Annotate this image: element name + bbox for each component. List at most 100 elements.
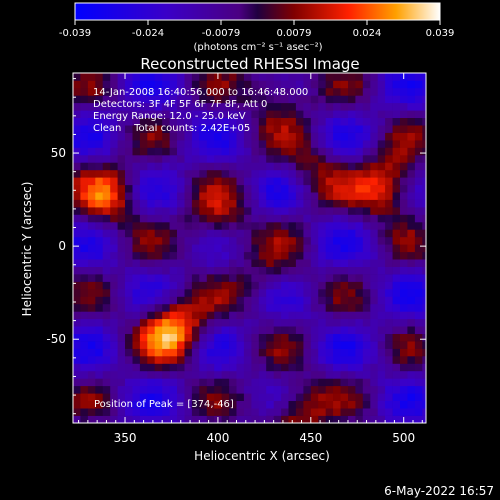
heatmap-cell	[348, 125, 356, 133]
heatmap-cell	[288, 326, 297, 334]
heatmap-cell	[221, 102, 230, 111]
heatmap-cell	[400, 274, 408, 282]
heatmap-cell	[154, 385, 163, 394]
heatmap-cell	[273, 311, 282, 320]
heatmap-cell	[400, 207, 408, 215]
heatmap-cell	[243, 400, 252, 409]
heatmap-cell	[147, 162, 156, 171]
heatmap-cell	[95, 140, 104, 148]
heatmap-cell	[125, 199, 133, 208]
heatmap-cell	[221, 207, 230, 215]
heatmap-cell	[385, 348, 393, 357]
heatmap-cell	[169, 154, 178, 163]
heatmap-cell	[191, 378, 200, 387]
heatmap-cell	[318, 303, 326, 312]
heatmap-cell	[377, 125, 386, 133]
heatmap-cell	[348, 393, 356, 401]
heatmap-cell	[184, 370, 193, 379]
heatmap-cell	[147, 110, 156, 118]
heatmap-cell	[243, 221, 252, 230]
heatmap-cell	[229, 296, 237, 305]
heatmap-cell	[102, 326, 111, 334]
heatmap-cell	[132, 274, 141, 282]
heatmap-cell	[303, 289, 312, 297]
heatmap-cell	[110, 281, 118, 290]
heatmap-cell	[377, 184, 386, 193]
heatmap-cell	[340, 400, 349, 409]
heatmap-cell	[132, 341, 141, 349]
heatmap-cell	[362, 408, 371, 416]
heatmap-cell	[288, 296, 297, 305]
heatmap-cell	[206, 363, 215, 372]
heatmap-cell	[318, 370, 326, 379]
heatmap-cell	[273, 207, 282, 215]
heatmap-cell	[110, 259, 118, 267]
heatmap-cell	[110, 199, 118, 208]
heatmap-cell	[132, 356, 141, 364]
heatmap-cell	[362, 110, 371, 118]
heatmap-cell	[385, 221, 393, 230]
heatmap-cell	[169, 356, 178, 364]
heatmap-cell	[355, 311, 364, 320]
heatmap-cell	[162, 199, 170, 208]
heatmap-cell	[110, 378, 118, 387]
heatmap-cell	[325, 80, 334, 89]
info-block: 14-Jan-2008 16:40:56.000 to 16:46:48.000…	[93, 87, 308, 134]
heatmap-cell	[355, 356, 364, 364]
heatmap-cell	[199, 408, 208, 416]
heatmap-cell	[295, 400, 304, 409]
heatmap-cell	[199, 281, 208, 290]
heatmap-cell	[258, 154, 267, 163]
heatmap-cell	[325, 154, 334, 163]
heatmap-cell	[229, 73, 237, 81]
heatmap-cell	[392, 415, 401, 423]
heatmap-cell	[414, 385, 423, 394]
heatmap-cell	[400, 303, 408, 312]
heatmap-cell	[169, 393, 178, 401]
heatmap-cell	[318, 393, 326, 401]
heatmap-cell	[325, 147, 334, 156]
heatmap-cell	[303, 169, 312, 178]
heatmap-cell	[191, 184, 200, 193]
heatmap-cell	[266, 229, 274, 238]
heatmap-cell	[87, 87, 96, 96]
heatmap-cell	[266, 192, 274, 200]
heatmap-cell	[80, 102, 89, 111]
heatmap-cell	[273, 214, 282, 223]
heatmap-cell	[273, 177, 282, 186]
heatmap-cell	[117, 80, 126, 89]
heatmap-cell	[348, 132, 356, 141]
heatmap-cell	[117, 415, 126, 423]
heatmap-cell	[73, 333, 81, 342]
heatmap-cell	[251, 415, 260, 423]
heatmap-cell	[80, 341, 89, 349]
heatmap-cell	[251, 207, 260, 215]
heatmap-cell	[295, 363, 304, 372]
heatmap-cell	[273, 80, 282, 89]
heatmap-cell	[348, 333, 356, 342]
heatmap-cell	[221, 348, 230, 357]
heatmap-cell	[295, 154, 304, 163]
heatmap-cell	[191, 348, 200, 357]
heatmap-cell	[325, 199, 334, 208]
heatmap-cell	[229, 229, 237, 238]
heatmap-cell	[370, 236, 379, 245]
heatmap-cell	[199, 251, 208, 260]
heatmap-cell	[132, 221, 141, 230]
heatmap-cell	[318, 199, 326, 208]
heatmap-cell	[117, 303, 126, 312]
heatmap-cell	[407, 162, 416, 171]
heatmap-cell	[407, 289, 416, 297]
heatmap-cell	[281, 289, 289, 297]
heatmap-cell	[162, 102, 170, 111]
heatmap-cell	[407, 177, 416, 186]
heatmap-cell	[184, 415, 193, 423]
x-tick-label: 350	[114, 431, 137, 445]
heatmap-cell	[370, 370, 379, 379]
heatmap-cell	[117, 169, 126, 178]
heatmap-cell	[236, 125, 245, 133]
heatmap-cell	[318, 73, 326, 81]
heatmap-cell	[422, 207, 426, 215]
heatmap-cell	[370, 318, 379, 327]
heatmap-cell	[221, 80, 230, 89]
